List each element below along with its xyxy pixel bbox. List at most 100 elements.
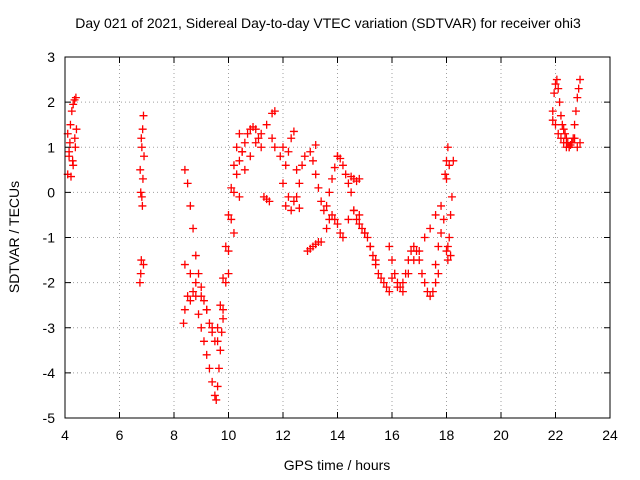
- series-seg-22-b: [548, 116, 585, 152]
- data-point: [136, 165, 145, 174]
- series-seg-16.5-b: [388, 201, 446, 296]
- data-point: [311, 170, 320, 179]
- data-point: [409, 242, 418, 251]
- data-point: [374, 269, 383, 278]
- data-point: [235, 192, 244, 201]
- data-point: [67, 107, 76, 116]
- data-point: [65, 138, 74, 147]
- data-point: [295, 179, 304, 188]
- series-seg-16.5: [385, 242, 443, 301]
- data-point: [194, 310, 203, 319]
- data-point: [355, 174, 364, 183]
- data-point: [314, 183, 323, 192]
- data-point: [138, 125, 147, 134]
- data-point: [210, 391, 219, 400]
- data-point: [322, 201, 331, 210]
- data-point: [292, 192, 301, 201]
- data-point: [227, 183, 236, 192]
- data-point: [202, 305, 211, 314]
- data-point: [72, 125, 81, 134]
- data-point: [561, 129, 570, 138]
- series-seg-14-low: [322, 206, 380, 265]
- data-point: [199, 296, 208, 305]
- data-point: [576, 75, 585, 84]
- data-point: [137, 143, 146, 152]
- data-point: [308, 156, 317, 165]
- data-point: [221, 242, 230, 251]
- data-point: [251, 125, 260, 134]
- data-point: [551, 80, 560, 89]
- data-point: [191, 278, 200, 287]
- data-point: [428, 287, 437, 296]
- data-point: [208, 323, 217, 332]
- data-point: [202, 350, 211, 359]
- data-point: [404, 269, 413, 278]
- data-point: [224, 269, 233, 278]
- data-point: [573, 143, 582, 152]
- data-point: [199, 337, 208, 346]
- y-tick-label: 2: [47, 94, 55, 110]
- data-point: [229, 161, 238, 170]
- data-point: [442, 156, 451, 165]
- data-point: [214, 364, 223, 373]
- x-tick-label: 10: [221, 427, 237, 443]
- data-point: [443, 242, 452, 251]
- data-point: [447, 192, 456, 201]
- data-point: [212, 395, 221, 404]
- data-point: [576, 138, 585, 147]
- data-point: [442, 247, 451, 256]
- data-point: [254, 134, 263, 143]
- data-point: [221, 278, 230, 287]
- data-point: [554, 129, 563, 138]
- data-point: [270, 143, 279, 152]
- data-points: [63, 75, 585, 404]
- data-point: [262, 120, 271, 129]
- data-point: [139, 260, 148, 269]
- series-seg-18.1: [442, 156, 458, 265]
- data-point: [336, 154, 345, 163]
- data-point: [205, 319, 214, 328]
- series-seg-12: [276, 127, 309, 215]
- data-point: [224, 210, 233, 219]
- data-point: [393, 283, 402, 292]
- data-point: [352, 215, 361, 224]
- data-point: [344, 215, 353, 224]
- data-point: [558, 120, 567, 129]
- data-point: [360, 228, 369, 237]
- data-point: [445, 161, 454, 170]
- data-point: [555, 98, 564, 107]
- data-point: [431, 260, 440, 269]
- data-point: [138, 174, 147, 183]
- data-point: [434, 269, 443, 278]
- data-point: [219, 305, 228, 314]
- data-point: [431, 278, 440, 287]
- data-point: [235, 156, 244, 165]
- data-point: [554, 84, 563, 93]
- x-tick-label: 14: [330, 427, 346, 443]
- data-point: [281, 161, 290, 170]
- data-point: [243, 129, 252, 138]
- data-point: [194, 269, 203, 278]
- data-point: [446, 210, 455, 219]
- x-tick-label: 16: [384, 427, 400, 443]
- data-point: [385, 242, 394, 251]
- series-seg-4.1: [63, 93, 81, 181]
- data-point: [437, 201, 446, 210]
- data-point: [135, 278, 144, 287]
- data-point: [442, 174, 451, 183]
- plot-frame: [64, 56, 611, 419]
- data-point: [328, 210, 337, 219]
- data-point: [559, 125, 568, 134]
- data-point: [556, 134, 565, 143]
- series-seg-8.5-upper: [180, 129, 247, 346]
- data-point: [232, 170, 241, 179]
- data-point: [398, 278, 407, 287]
- data-point: [336, 228, 345, 237]
- series-seg-6.8: [135, 111, 149, 287]
- data-point: [251, 138, 260, 147]
- data-point: [257, 143, 266, 152]
- data-point: [573, 93, 582, 102]
- x-tick-label: 4: [61, 427, 69, 443]
- data-point: [434, 242, 443, 251]
